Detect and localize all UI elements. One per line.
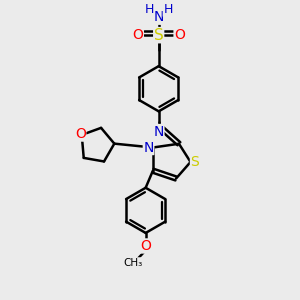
Text: S: S — [154, 28, 164, 43]
Text: H: H — [145, 3, 154, 16]
Text: S: S — [190, 155, 199, 169]
Text: N: N — [154, 10, 164, 24]
Text: O: O — [140, 239, 151, 253]
Text: H: H — [163, 3, 172, 16]
Text: O: O — [132, 28, 143, 42]
Text: O: O — [75, 127, 86, 141]
Text: O: O — [174, 28, 185, 42]
Text: N: N — [154, 124, 164, 139]
Text: N: N — [143, 140, 154, 154]
Text: CH₃: CH₃ — [124, 258, 143, 268]
